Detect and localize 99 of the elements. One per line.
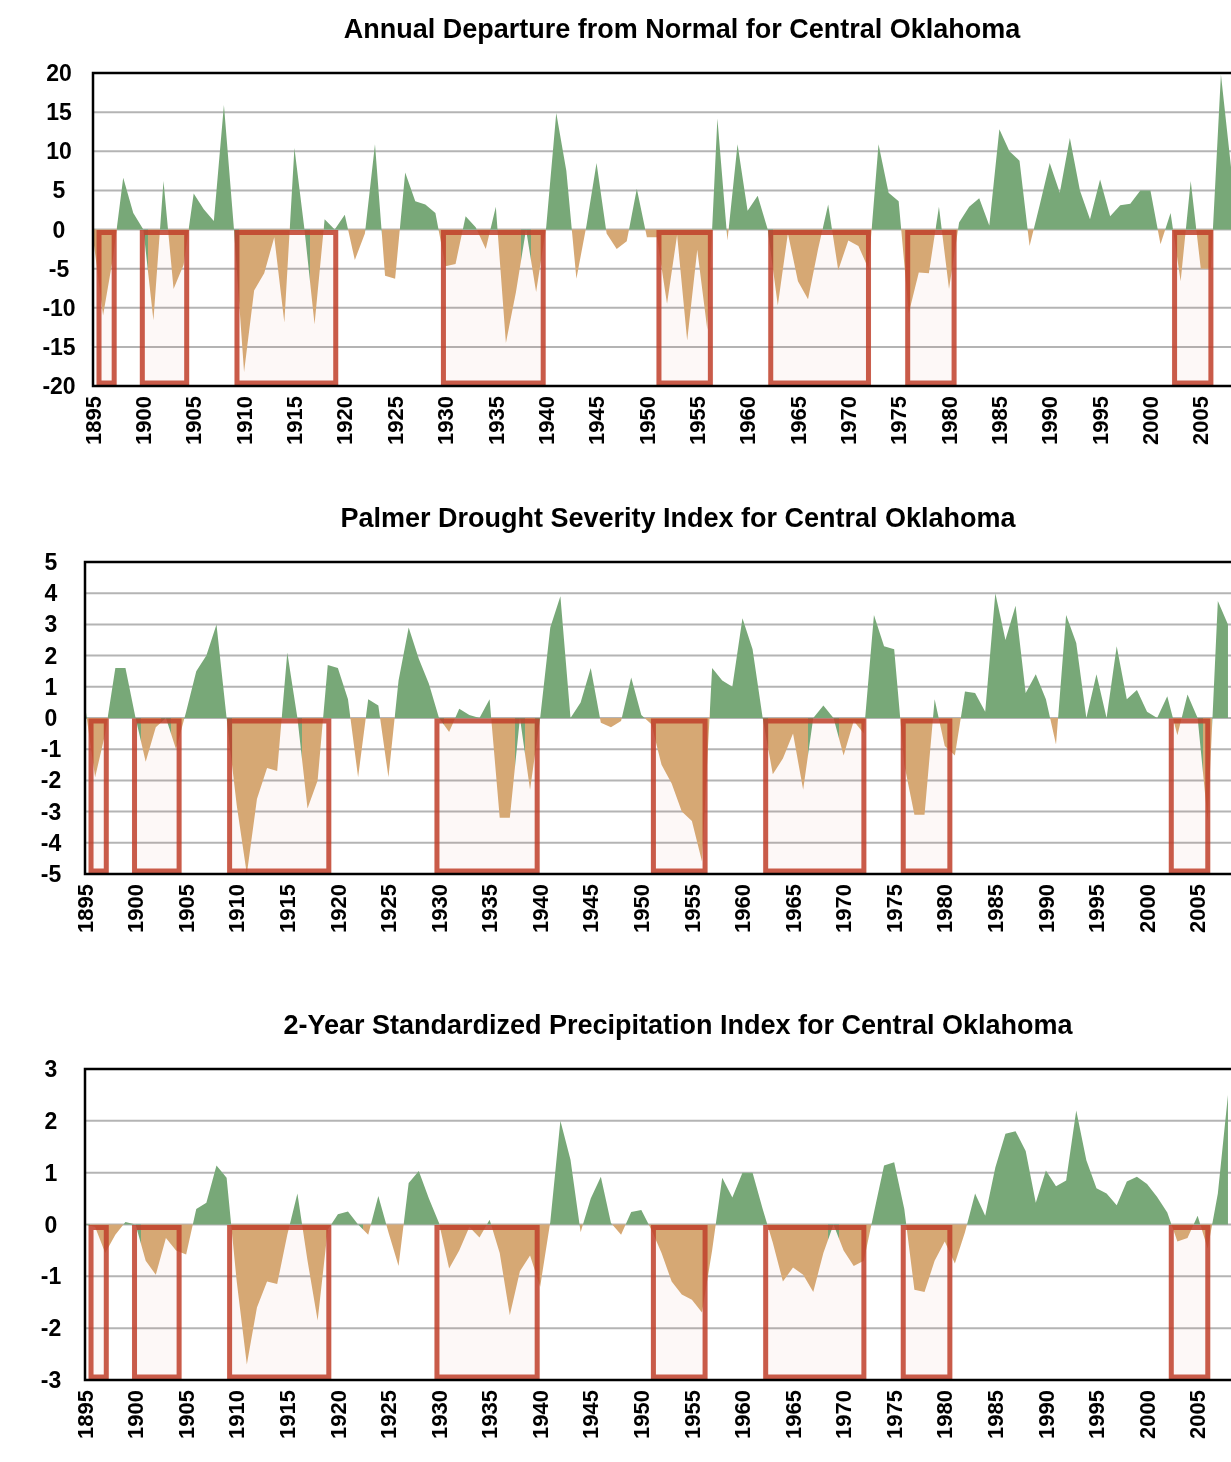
x-tick-label: 1985 <box>983 1390 1009 1439</box>
y-tick-label: -5 <box>48 255 70 282</box>
y-tick-label: 2 <box>44 1107 58 1134</box>
x-tick-label: 1945 <box>578 1390 604 1439</box>
y-tick-label: -15 <box>42 333 76 360</box>
x-tick-label: 1915 <box>274 1390 300 1439</box>
y-tick-label: -3 <box>40 798 62 825</box>
y-tick-label: 0 <box>44 705 58 732</box>
x-tick-label: 1975 <box>886 396 912 445</box>
x-tick-label: 1985 <box>983 884 1009 933</box>
x-tick-label: 1995 <box>1084 884 1110 933</box>
y-tick-label: 3 <box>44 611 58 638</box>
x-tick-label: 1925 <box>376 1390 402 1439</box>
y-tick-label: -1 <box>40 736 62 763</box>
x-tick-label: 1975 <box>881 884 907 933</box>
x-tick-label: 1955 <box>684 396 710 445</box>
x-tick-label: 2000 <box>1134 884 1160 933</box>
x-tick-label: 1920 <box>325 1390 351 1439</box>
x-tick-label: 1910 <box>224 1390 250 1439</box>
y-tick-label: -5 <box>40 861 62 888</box>
x-tick-label: 1975 <box>881 1390 907 1439</box>
x-tick-label: 1935 <box>483 396 509 445</box>
y-tick-label: 0 <box>52 216 66 243</box>
y-tick-label: 4 <box>44 580 58 607</box>
x-tick-label: 1895 <box>72 1390 98 1439</box>
x-tick-label: 1970 <box>831 884 857 933</box>
x-tick-label: 1980 <box>936 396 962 445</box>
x-tick-label: 2000 <box>1138 396 1164 445</box>
x-tick-label: 1930 <box>433 396 459 445</box>
x-tick-label: 2000 <box>1134 1390 1160 1439</box>
y-tick-label: 5 <box>52 177 66 204</box>
x-tick-label: 1940 <box>533 396 559 445</box>
y-tick-label: -10 <box>42 294 76 321</box>
x-tick-label: 1955 <box>679 1390 705 1439</box>
x-tick-label: 1980 <box>932 1390 958 1439</box>
x-tick-label: 1905 <box>173 884 199 933</box>
y-tick-label: 2 <box>44 642 58 669</box>
x-tick-label: 1945 <box>578 884 604 933</box>
x-tick-label: 1945 <box>584 396 610 445</box>
y-tick-label: 5 <box>44 549 58 576</box>
x-tick-label: 1980 <box>932 884 958 933</box>
x-tick-label: 1935 <box>477 1390 503 1439</box>
y-tick-label: -2 <box>40 1315 62 1342</box>
x-tick-label: 2005 <box>1188 396 1214 445</box>
x-tick-label: 1925 <box>382 396 408 445</box>
x-tick-label: 1905 <box>181 396 207 445</box>
y-tick-label: 1 <box>44 673 58 700</box>
x-tick-label: 1895 <box>80 396 106 445</box>
y-tick-label: -20 <box>42 373 76 400</box>
chart-title: Annual Departure from Normal for Central Oklahoma <box>343 14 1022 44</box>
x-tick-label: 1985 <box>987 396 1013 445</box>
x-tick-label: 1920 <box>325 884 351 933</box>
x-tick-label: 1895 <box>72 884 98 933</box>
x-tick-label: 1965 <box>780 1390 806 1439</box>
y-tick-label: 0 <box>44 1211 58 1238</box>
x-tick-label: 1965 <box>785 396 811 445</box>
y-tick-label: 15 <box>46 99 72 126</box>
x-tick-label: 1920 <box>332 396 358 445</box>
x-tick-label: 1910 <box>224 884 250 933</box>
x-tick-label: 1960 <box>735 396 761 445</box>
x-tick-label: 1950 <box>634 396 660 445</box>
x-tick-label: 1935 <box>477 884 503 933</box>
x-tick-label: 1915 <box>282 396 308 445</box>
x-tick-label: 1915 <box>274 884 300 933</box>
x-tick-label: 1905 <box>173 1390 199 1439</box>
x-tick-label: 1990 <box>1033 1390 1059 1439</box>
x-tick-label: 1995 <box>1084 1390 1110 1439</box>
y-tick-label: -4 <box>40 829 62 856</box>
y-tick-label: -1 <box>40 1263 62 1290</box>
x-tick-label: 1990 <box>1033 884 1059 933</box>
y-tick-label: -2 <box>40 767 62 794</box>
x-tick-label: 2005 <box>1185 884 1211 933</box>
chart-title: Palmer Drought Severity Index for Central Oklahoma <box>340 503 1017 533</box>
x-tick-label: 1960 <box>730 1390 756 1439</box>
x-tick-label: 1970 <box>831 1390 857 1439</box>
x-tick-label: 1960 <box>730 884 756 933</box>
chart-title: 2-Year Standardized Precipitation Index for Central Oklahoma <box>283 1010 1074 1040</box>
y-tick-label: 3 <box>44 1056 58 1083</box>
y-tick-label: 10 <box>46 138 72 165</box>
x-tick-label: 1940 <box>527 884 553 933</box>
x-tick-label: 1930 <box>426 1390 452 1439</box>
x-tick-label: 1990 <box>1037 396 1063 445</box>
x-tick-label: 1995 <box>1087 396 1113 445</box>
x-tick-label: 1925 <box>376 884 402 933</box>
x-tick-label: 1965 <box>780 884 806 933</box>
x-tick-label: 1950 <box>629 884 655 933</box>
y-tick-label: 20 <box>46 60 72 87</box>
x-tick-label: 1950 <box>629 1390 655 1439</box>
x-tick-label: 1900 <box>123 884 149 933</box>
y-tick-label: -3 <box>40 1367 62 1394</box>
y-tick-label: 1 <box>44 1159 58 1186</box>
x-tick-label: 1955 <box>679 884 705 933</box>
x-tick-label: 2005 <box>1185 1390 1211 1439</box>
x-tick-label: 1900 <box>131 396 157 445</box>
x-tick-label: 1930 <box>426 884 452 933</box>
x-tick-label: 1940 <box>527 1390 553 1439</box>
x-tick-label: 1910 <box>231 396 257 445</box>
x-tick-label: 1970 <box>836 396 862 445</box>
x-tick-label: 1900 <box>123 1390 149 1439</box>
